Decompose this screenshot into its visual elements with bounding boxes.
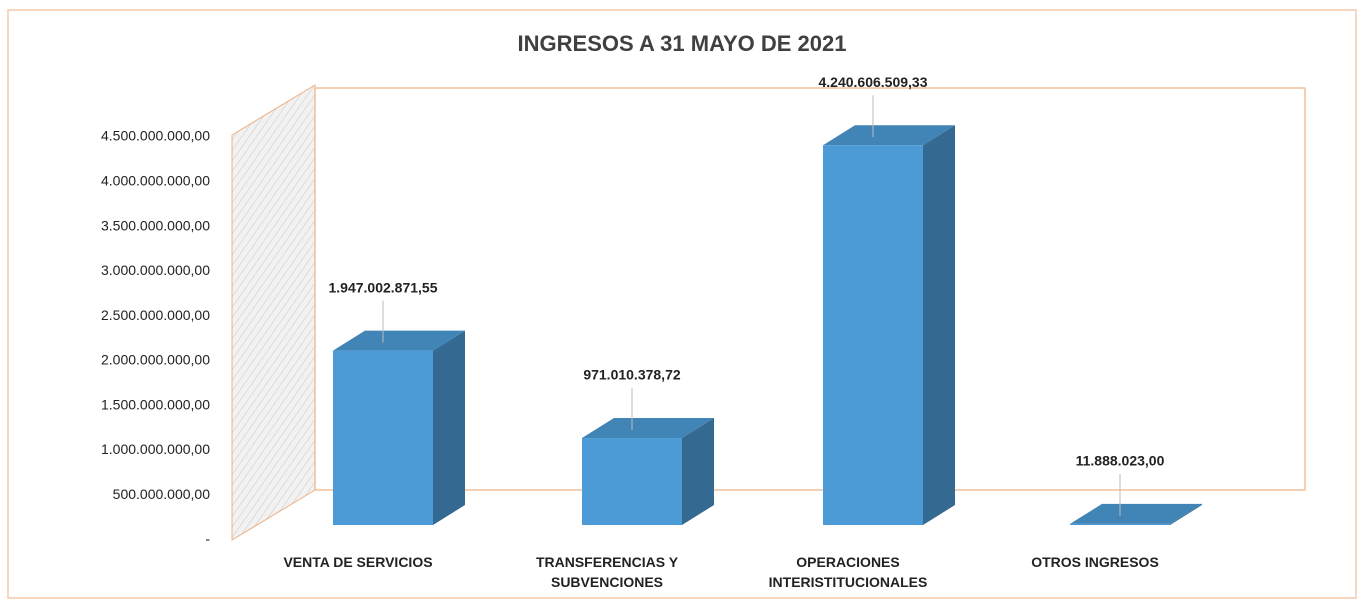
y-tick-label: 3.500.000.000,00 xyxy=(101,217,210,233)
bar-side xyxy=(682,418,714,525)
x-tick-label: OPERACIONES INTERISTITUCIONALES xyxy=(768,554,928,590)
bar xyxy=(823,145,923,525)
y-tick-label: 2.500.000.000,00 xyxy=(101,307,210,323)
value-label: 971.010.378,72 xyxy=(583,367,681,383)
bar-top xyxy=(1070,503,1202,524)
y-tick-label: 4.000.000.000,00 xyxy=(101,172,210,188)
side-wall xyxy=(231,84,316,541)
chart-title: INGRESOS A 31 MAYO DE 2021 xyxy=(518,31,847,56)
bar-side xyxy=(1170,503,1202,525)
y-tick-label: 2.000.000.000,00 xyxy=(101,352,210,368)
bar-top xyxy=(823,125,955,146)
x-tick-label: TRANSFERENCIAS Y SUBVENCIONES xyxy=(535,554,679,590)
y-tick-label: 500.000.000,00 xyxy=(113,486,211,502)
bar-top xyxy=(582,418,714,439)
bar-side xyxy=(923,125,955,525)
value-label: 11.888.023,00 xyxy=(1076,453,1165,469)
x-tick-label: VENTA DE SERVICIOS xyxy=(283,554,433,570)
y-tick-label: 3.000.000.000,00 xyxy=(101,262,210,278)
value-label: 1.947.002.871,55 xyxy=(329,279,438,295)
y-tick-label: 1.500.000.000,00 xyxy=(101,396,210,412)
bar xyxy=(333,350,433,525)
value-label: 4.240.606.509,33 xyxy=(819,74,928,90)
bar-side xyxy=(433,330,465,525)
bar-top xyxy=(333,330,465,351)
chart-border xyxy=(7,9,1357,599)
bar xyxy=(582,438,682,525)
y-tick-label: 1.000.000.000,00 xyxy=(101,441,210,457)
y-tick-label: - xyxy=(205,531,210,547)
back-wall xyxy=(314,87,1306,491)
y-tick-label: 4.500.000.000,00 xyxy=(101,128,210,144)
bar xyxy=(1070,523,1170,525)
x-tick-label: OTROS INGRESOS xyxy=(1031,554,1159,570)
